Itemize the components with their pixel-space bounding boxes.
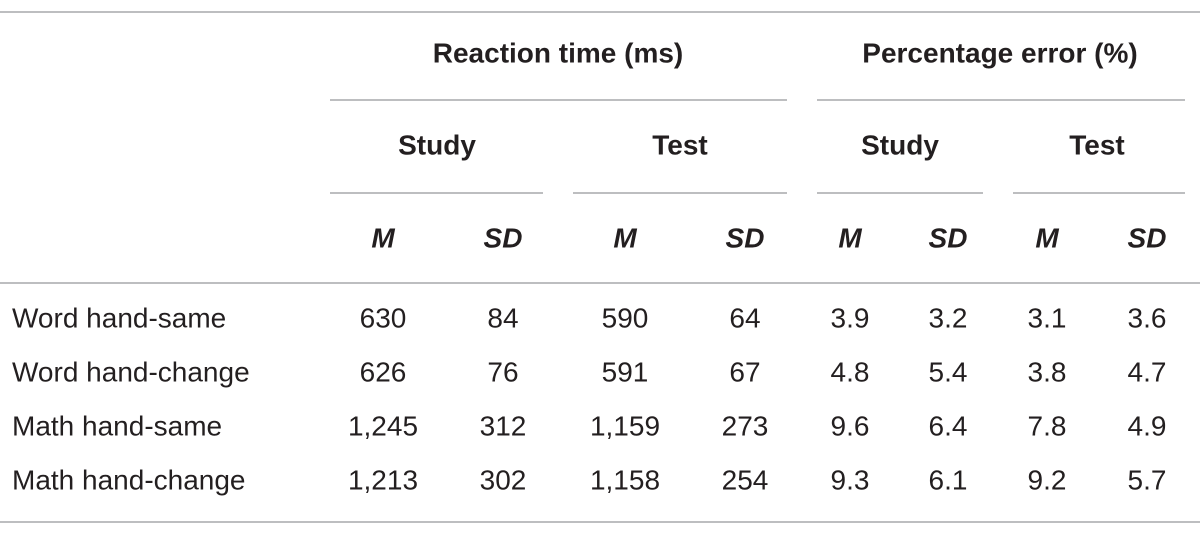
column-header: M <box>1035 222 1059 253</box>
column-header: SD <box>484 222 523 253</box>
cell: 7.8 <box>1028 410 1067 441</box>
cell: 590 <box>602 302 649 333</box>
cell: 3.6 <box>1128 302 1167 333</box>
sub-header: Test <box>652 129 708 160</box>
cell: 9.6 <box>831 410 870 441</box>
cell: 302 <box>480 464 527 495</box>
cell: 254 <box>722 464 769 495</box>
column-header: M <box>613 222 637 253</box>
row-label: Math hand-change <box>12 464 246 495</box>
cell: 5.4 <box>929 356 968 387</box>
cell: 3.2 <box>929 302 968 333</box>
cell: 9.2 <box>1028 464 1067 495</box>
cell: 3.9 <box>831 302 870 333</box>
column-header: M <box>838 222 862 253</box>
cell: 5.7 <box>1128 464 1167 495</box>
cell: 1,159 <box>590 410 660 441</box>
cell: 591 <box>602 356 649 387</box>
cell: 4.9 <box>1128 410 1167 441</box>
cell: 1,213 <box>348 464 418 495</box>
cell: 9.3 <box>831 464 870 495</box>
cell: 3.1 <box>1028 302 1067 333</box>
cell: 84 <box>487 302 518 333</box>
cell: 6.4 <box>929 410 968 441</box>
cell: 3.8 <box>1028 356 1067 387</box>
cell: 4.7 <box>1128 356 1167 387</box>
row-label: Math hand-same <box>12 410 222 441</box>
group-header: Percentage error (%) <box>862 37 1137 68</box>
cell: 630 <box>360 302 407 333</box>
sub-header: Study <box>398 129 476 160</box>
cell: 312 <box>480 410 527 441</box>
cell: 626 <box>360 356 407 387</box>
row-label: Word hand-change <box>12 356 250 387</box>
sub-header: Study <box>861 129 939 160</box>
sub-header: Test <box>1069 129 1125 160</box>
column-header: SD <box>1128 222 1167 253</box>
cell: 1,158 <box>590 464 660 495</box>
group-header: Reaction time (ms) <box>433 37 684 68</box>
column-header: M <box>371 222 395 253</box>
cell: 64 <box>729 302 760 333</box>
column-header: SD <box>929 222 968 253</box>
cell: 4.8 <box>831 356 870 387</box>
cell: 1,245 <box>348 410 418 441</box>
cell: 67 <box>729 356 760 387</box>
cell: 76 <box>487 356 518 387</box>
row-label: Word hand-same <box>12 302 226 333</box>
cell: 273 <box>722 410 769 441</box>
cell: 6.1 <box>929 464 968 495</box>
column-header: SD <box>726 222 765 253</box>
